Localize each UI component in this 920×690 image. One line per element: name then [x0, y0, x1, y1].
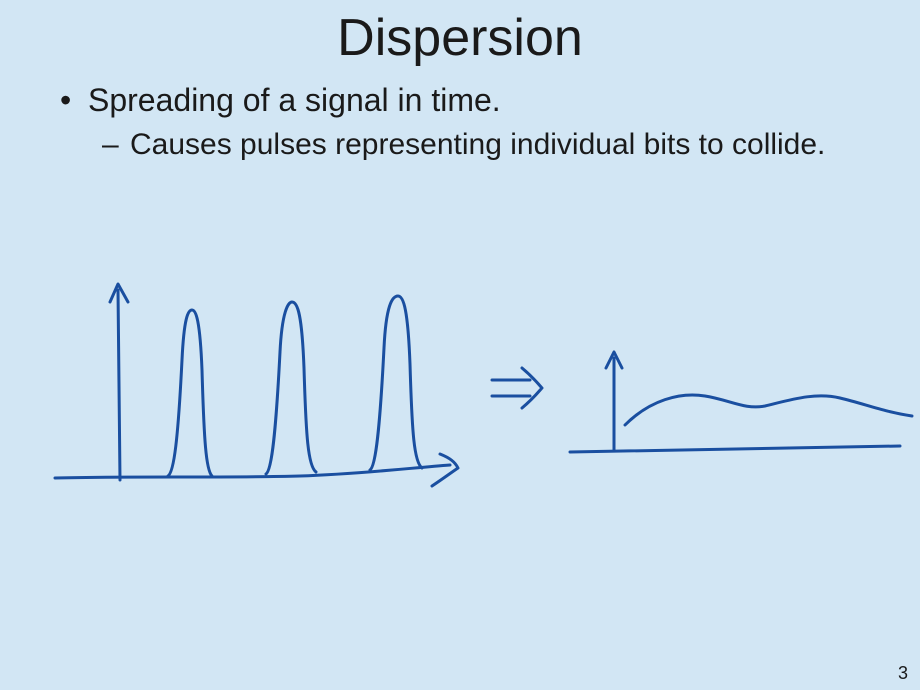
bullet-list: Spreading of a signal in time. Causes pu…	[0, 68, 920, 164]
pulse-1	[168, 310, 212, 476]
bullet-main: Spreading of a signal in time.	[60, 80, 920, 120]
page-number: 3	[898, 663, 908, 684]
left-x-arrowhead	[432, 454, 458, 486]
dispersed-wave	[625, 395, 912, 425]
pulse-2	[266, 302, 316, 474]
left-x-axis	[55, 465, 450, 478]
bullet-sub: Causes pulses representing individual bi…	[60, 126, 920, 164]
left-y-axis	[118, 290, 120, 480]
implies-arrow-chevron	[522, 368, 542, 408]
pulse-3	[370, 296, 422, 470]
slide-title: Dispersion	[0, 0, 920, 68]
right-x-axis	[570, 446, 900, 452]
dispersion-diagram	[0, 240, 920, 560]
slide: Dispersion Spreading of a signal in time…	[0, 0, 920, 690]
